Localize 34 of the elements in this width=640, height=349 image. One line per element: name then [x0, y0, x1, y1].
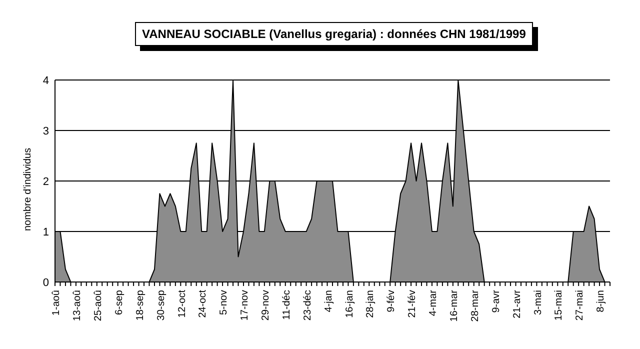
x-tick-label: 1-aoû: [51, 290, 62, 316]
chart-title: VANNEAU SOCIABLE (Vanellus gregaria) : données CHN 1981/1999: [135, 22, 533, 46]
y-tick-label: 1: [42, 226, 49, 238]
x-tick-label: 3-mai: [532, 290, 544, 316]
x-tick-label: 9-fév: [386, 290, 398, 312]
x-tick-label: 6-sep: [114, 290, 125, 316]
x-tick-label: 30-sep: [156, 290, 167, 321]
x-tick-label: 16-mar: [449, 289, 460, 322]
x-tick-label: 25-aoû: [92, 290, 104, 322]
x-tick-label: 23-déc: [302, 290, 314, 321]
y-axis-title: nombre d'individus: [22, 148, 34, 231]
y-tick-label: 0: [42, 276, 49, 289]
x-tick-label: 12-oct: [176, 290, 188, 318]
x-tick-label: 21-fév: [407, 290, 418, 318]
x-tick-label: 16-jan: [344, 290, 356, 318]
x-tick-label: 21-avr: [512, 289, 523, 318]
x-tick-label: 24-oct: [198, 290, 209, 318]
x-tick-label: 18-sep: [134, 290, 146, 321]
x-tick-label: 4-mar: [428, 289, 440, 316]
x-tick-label: 17-nov: [240, 290, 251, 321]
x-tick-label: 5-nov: [218, 290, 230, 316]
x-tick-label: 13-aoû: [72, 290, 84, 322]
y-tick-label: 2: [42, 176, 49, 188]
x-tick-label: 8-jun: [596, 290, 607, 312]
x-tick-label: 28-jan: [365, 290, 376, 318]
y-tick-label: 4: [42, 74, 49, 87]
x-tick-label: 27-mai: [574, 290, 586, 321]
x-tick-label: 11-déc: [281, 290, 292, 320]
x-tick-label: 29-nov: [260, 290, 272, 321]
y-tick-label: 3: [42, 125, 49, 138]
x-tick-label: 28-mar: [470, 289, 481, 322]
x-tick-label: 9-avr: [490, 289, 502, 313]
x-tick-label: 15-mai: [554, 290, 565, 321]
x-tick-label: 4-jan: [323, 290, 334, 312]
